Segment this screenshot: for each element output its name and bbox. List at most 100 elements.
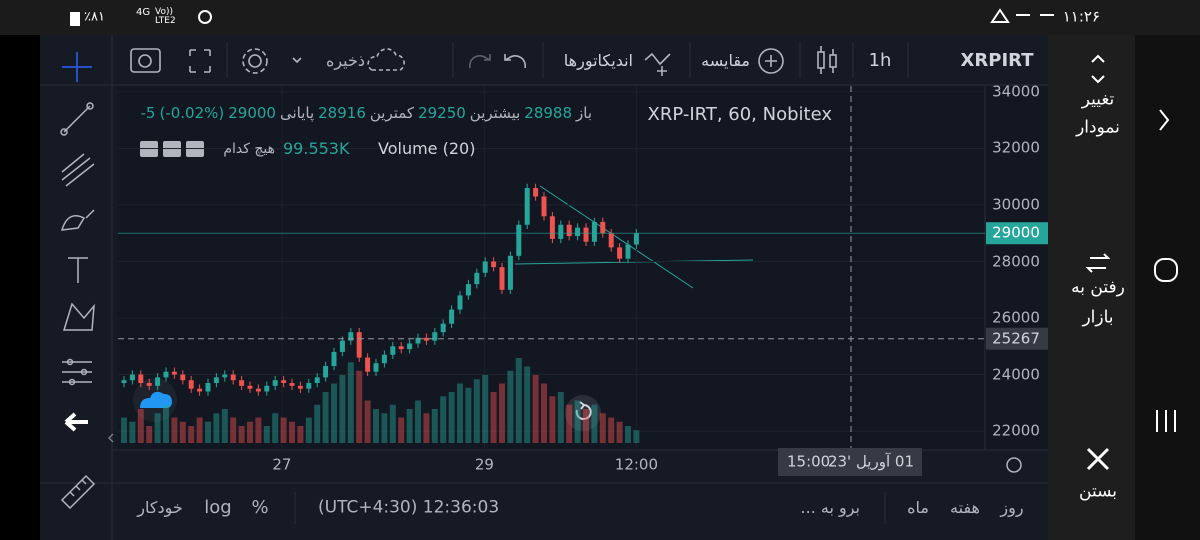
- volume-bar: [154, 413, 161, 443]
- toolbar-icons: [130, 46, 837, 76]
- volume-title: Volume (20): [378, 139, 476, 158]
- candle-body: [516, 224, 522, 256]
- candle-body: [272, 380, 278, 386]
- volume-bar: [129, 421, 136, 443]
- candle-body: [499, 267, 505, 290]
- change-chart-label: تغییر: [1081, 89, 1115, 110]
- volume-bar: [121, 417, 127, 443]
- candle-body: [230, 374, 236, 381]
- symbol-button: XRPIRT: [960, 50, 1034, 71]
- goto-button: برو به ...: [800, 498, 860, 517]
- candle-body: [365, 357, 371, 372]
- toolbar-separators: [226, 42, 909, 524]
- candle-body: [314, 377, 320, 384]
- volume-bar: [473, 379, 480, 443]
- last-price-label: 29000: [992, 223, 1040, 242]
- drawing-tools: [60, 52, 1022, 510]
- volume-value: 99.553K: [283, 139, 350, 158]
- volume-bar: [507, 370, 514, 443]
- volume-bar: [490, 392, 497, 443]
- nav-bar: [1135, 35, 1200, 540]
- go-market-label: بازار: [1082, 307, 1114, 328]
- candle-body: [533, 188, 539, 197]
- clock: ۱۱:۲۶: [1062, 7, 1100, 26]
- candle-body: [356, 332, 362, 358]
- candle-body: [558, 224, 564, 239]
- candle-body: [465, 284, 471, 296]
- indicators-button: اندیکاتورها: [563, 51, 633, 70]
- y-tick-label: 30000: [992, 195, 1040, 214]
- candle-body: [633, 233, 639, 245]
- candle-body: [625, 244, 631, 259]
- x-tick-label: 27: [272, 455, 292, 474]
- legend-open: 28988: [524, 104, 572, 122]
- legend-high: 29250: [418, 104, 466, 122]
- candle-body: [163, 371, 169, 378]
- volume-bar: [574, 400, 581, 443]
- log-toggle: log: [204, 497, 232, 518]
- compare-button: مقایسه: [701, 51, 750, 70]
- candle-body: [264, 385, 270, 392]
- candle-body: [180, 374, 186, 381]
- candle-body: [348, 332, 354, 341]
- volume-bar: [482, 375, 489, 443]
- candle-body: [566, 224, 572, 237]
- volume-bar: [557, 392, 564, 443]
- volume-bar: [322, 392, 329, 443]
- volte-indicator: Vo)) LTE2: [155, 7, 176, 26]
- candle-body: [255, 388, 261, 392]
- ohlc-legend: باز 28988 بیشترین 29250 کمترین 28916 پایانی 290…: [141, 104, 593, 122]
- candle-body: [583, 227, 589, 242]
- candle-body: [222, 374, 228, 378]
- volume-bar: [179, 421, 186, 443]
- candle-body: [617, 247, 623, 259]
- y-tick-label: 24000: [992, 365, 1040, 384]
- candle-body: [415, 337, 421, 344]
- crosshair-price-badge: [986, 327, 1048, 350]
- candle-body: [297, 385, 303, 389]
- legend-open-label: باز: [576, 104, 592, 122]
- volume-bar: [171, 417, 178, 443]
- volume-bar: [347, 362, 354, 443]
- legend-change-percent: (-0.02%): [159, 104, 225, 122]
- chart-overlays: [133, 185, 754, 431]
- y-tick-label: 34000: [992, 82, 1040, 101]
- volume-bar: [305, 417, 312, 443]
- volume-bar: [549, 396, 556, 443]
- volume-bar: [431, 409, 438, 443]
- y-tick-label: 22000: [992, 421, 1040, 440]
- legend-title: XRP-IRT, 60, Nobitex: [647, 104, 832, 125]
- candle-body: [129, 374, 135, 381]
- timezone-clock: (UTC+4:30) 12:36:03: [318, 497, 500, 518]
- candle-body: [507, 255, 513, 290]
- x-tick-label: 12:00: [614, 455, 659, 474]
- candle-body: [541, 196, 547, 217]
- side-panel: [1048, 35, 1135, 540]
- volume-bar: [247, 421, 253, 443]
- volume-bar: [633, 430, 640, 443]
- candle-body: [474, 272, 480, 285]
- volume-bar: [297, 426, 304, 443]
- candle-body: [440, 323, 446, 333]
- candle-body: [390, 346, 396, 355]
- volume-bar: [364, 400, 371, 443]
- y-tick-label: 28000: [992, 252, 1040, 270]
- candle-body: [482, 261, 488, 273]
- range-button: هفته: [950, 498, 980, 517]
- volume-bar: [163, 404, 169, 443]
- volume-bar: [188, 426, 195, 443]
- battery-level: ٪۸۱: [84, 9, 105, 25]
- y-tick-label: 32000: [992, 138, 1040, 157]
- volume-bar: [331, 383, 337, 443]
- crosshair-time-badge: [778, 448, 922, 476]
- volume-bar: [541, 383, 547, 443]
- volume-bar: [230, 417, 237, 443]
- candle-body: [171, 371, 177, 375]
- legend-action-icon: [163, 141, 181, 157]
- volume-bar: [583, 409, 589, 443]
- candle-body: [339, 340, 345, 352]
- candle-body: [591, 221, 597, 242]
- interval-button: 1h: [868, 50, 892, 71]
